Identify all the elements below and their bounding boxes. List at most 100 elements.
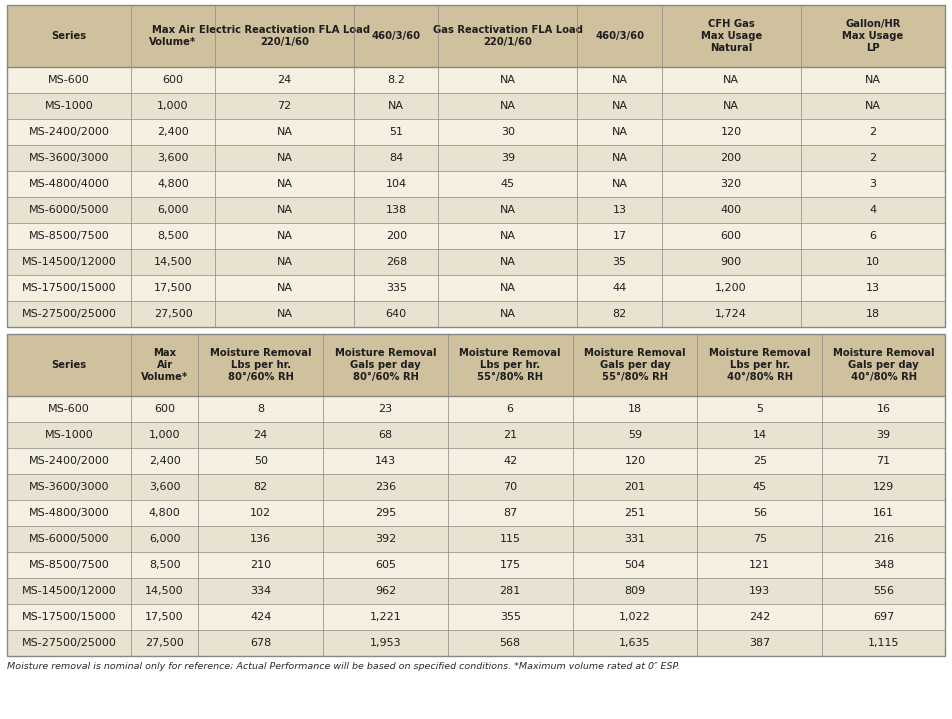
Text: 1,000: 1,000 <box>157 101 188 111</box>
Bar <box>7 301 945 327</box>
Text: 8.2: 8.2 <box>387 75 406 85</box>
Text: 115: 115 <box>500 534 521 544</box>
Text: NA: NA <box>277 283 292 293</box>
Text: 71: 71 <box>877 456 891 466</box>
Text: 962: 962 <box>375 586 396 596</box>
Text: 30: 30 <box>501 127 515 137</box>
Text: 45: 45 <box>501 179 515 189</box>
Text: 1,221: 1,221 <box>369 612 402 622</box>
Text: 1,200: 1,200 <box>715 283 747 293</box>
Bar <box>7 119 945 145</box>
Text: 387: 387 <box>749 638 770 648</box>
Bar <box>7 578 945 604</box>
Text: Series: Series <box>51 360 87 370</box>
Text: 4,800: 4,800 <box>149 508 181 518</box>
Text: NA: NA <box>277 127 292 137</box>
Text: 460/3/60: 460/3/60 <box>372 31 421 41</box>
Text: NA: NA <box>611 75 627 85</box>
Text: 3,600: 3,600 <box>157 153 188 163</box>
Text: CFH Gas
Max Usage
Natural: CFH Gas Max Usage Natural <box>701 19 762 53</box>
Text: NA: NA <box>500 205 516 215</box>
Text: MS-8500/7500: MS-8500/7500 <box>29 560 109 570</box>
Text: 44: 44 <box>612 283 626 293</box>
Text: 14,500: 14,500 <box>153 257 192 267</box>
Text: 242: 242 <box>749 612 770 622</box>
Text: 2,400: 2,400 <box>157 127 188 137</box>
Bar <box>7 474 945 500</box>
Text: 104: 104 <box>386 179 407 189</box>
Text: 87: 87 <box>503 508 517 518</box>
Text: 121: 121 <box>749 560 770 570</box>
Text: MS-2400/2000: MS-2400/2000 <box>29 127 109 137</box>
Bar <box>7 249 945 275</box>
Text: 70: 70 <box>504 482 517 492</box>
Text: 175: 175 <box>500 560 521 570</box>
Text: 200: 200 <box>386 231 407 241</box>
Text: 6,000: 6,000 <box>149 534 180 544</box>
Text: 24: 24 <box>278 75 291 85</box>
Text: NA: NA <box>724 101 739 111</box>
Text: 120: 120 <box>721 127 742 137</box>
Text: NA: NA <box>277 153 292 163</box>
Text: 1,115: 1,115 <box>868 638 900 648</box>
Text: NA: NA <box>277 231 292 241</box>
Text: MS-27500/25000: MS-27500/25000 <box>22 309 116 319</box>
Text: Series: Series <box>51 31 87 41</box>
Text: 16: 16 <box>877 404 890 414</box>
Text: MS-3600/3000: MS-3600/3000 <box>29 153 109 163</box>
Text: 348: 348 <box>873 560 894 570</box>
Text: 605: 605 <box>375 560 396 570</box>
Text: 56: 56 <box>753 508 766 518</box>
Bar <box>7 334 945 396</box>
Text: 3: 3 <box>869 179 876 189</box>
Text: NA: NA <box>277 257 292 267</box>
Text: 39: 39 <box>877 430 891 440</box>
Text: 504: 504 <box>625 560 645 570</box>
Text: MS-3600/3000: MS-3600/3000 <box>29 482 109 492</box>
Bar <box>7 396 945 422</box>
Text: 400: 400 <box>721 205 742 215</box>
Text: 45: 45 <box>753 482 766 492</box>
Text: 17,500: 17,500 <box>153 283 192 293</box>
Text: NA: NA <box>864 75 881 85</box>
Text: MS-27500/25000: MS-27500/25000 <box>22 638 116 648</box>
Text: Moisture Removal
Lbs per hr.
40°/80% RH: Moisture Removal Lbs per hr. 40°/80% RH <box>709 348 810 382</box>
Text: 334: 334 <box>250 586 271 596</box>
Text: 6,000: 6,000 <box>157 205 188 215</box>
Text: NA: NA <box>611 101 627 111</box>
Text: 600: 600 <box>163 75 184 85</box>
Text: 201: 201 <box>625 482 645 492</box>
Bar <box>7 334 945 656</box>
Text: 25: 25 <box>753 456 766 466</box>
Text: 268: 268 <box>386 257 407 267</box>
Text: NA: NA <box>611 179 627 189</box>
Text: Max
Air
Volume*: Max Air Volume* <box>141 348 188 382</box>
Text: MS-1000: MS-1000 <box>45 430 93 440</box>
Text: Gallon/HR
Max Usage
LP: Gallon/HR Max Usage LP <box>843 19 903 53</box>
Text: 24: 24 <box>253 430 268 440</box>
Text: 4,800: 4,800 <box>157 179 188 189</box>
Text: 42: 42 <box>503 456 517 466</box>
Text: MS-2400/2000: MS-2400/2000 <box>29 456 109 466</box>
Text: MS-14500/12000: MS-14500/12000 <box>22 586 116 596</box>
Text: 2: 2 <box>869 127 877 137</box>
Text: NA: NA <box>277 205 292 215</box>
Text: 4: 4 <box>869 205 877 215</box>
Text: 17: 17 <box>612 231 626 241</box>
Text: NA: NA <box>388 101 405 111</box>
Bar <box>7 448 945 474</box>
Text: 10: 10 <box>865 257 880 267</box>
Text: 14: 14 <box>753 430 766 440</box>
Text: 84: 84 <box>389 153 404 163</box>
Text: 13: 13 <box>612 205 626 215</box>
Text: MS-17500/15000: MS-17500/15000 <box>22 283 116 293</box>
Bar <box>7 630 945 656</box>
Text: 600: 600 <box>721 231 742 241</box>
Text: 82: 82 <box>612 309 626 319</box>
Bar <box>7 526 945 552</box>
Text: 355: 355 <box>500 612 521 622</box>
Bar <box>7 197 945 223</box>
Text: 640: 640 <box>386 309 407 319</box>
Text: 556: 556 <box>873 586 894 596</box>
Text: 138: 138 <box>386 205 407 215</box>
